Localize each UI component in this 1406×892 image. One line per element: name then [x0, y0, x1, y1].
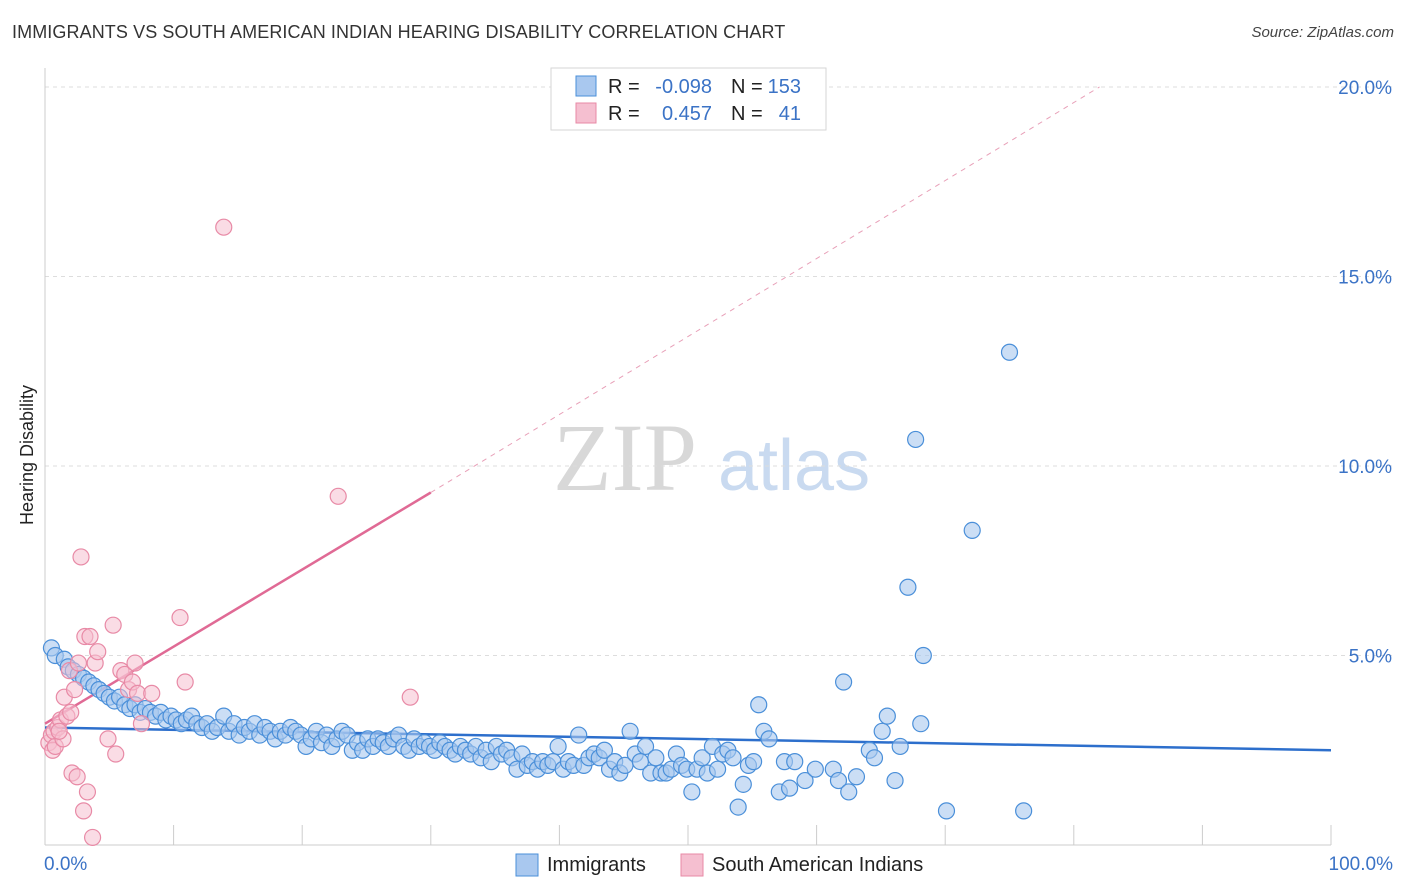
point-south-american-indians-14 — [68, 768, 86, 786]
point-south-american-indians-35 — [171, 608, 189, 627]
point-immigrants-150 — [847, 768, 866, 786]
series-legend-swatch-south-american-indians — [680, 853, 704, 877]
series-legend: Immigrants South American Indians — [515, 853, 923, 877]
south-american-indians-points — [40, 218, 419, 847]
point-south-american-indians-11 — [62, 703, 80, 721]
point-immigrants-107 — [595, 741, 614, 759]
point-south-american-indians-34 — [143, 684, 161, 702]
point-south-american-indians-39 — [401, 688, 419, 706]
point-south-american-indians-13 — [65, 680, 84, 699]
y-tick-label-0: 5.0% — [1349, 646, 1392, 667]
y-axis-title: Hearing Disability — [17, 385, 37, 525]
point-south-american-indians-24 — [99, 730, 117, 748]
trend-line-extension-south-american-indians — [430, 86, 1100, 493]
point-immigrants-159 — [914, 646, 932, 665]
grid-lines — [45, 86, 1392, 656]
series-legend-label-immigrants: Immigrants — [547, 854, 646, 876]
point-south-american-indians-15 — [69, 654, 88, 672]
y-tick-label-2: 15.0% — [1338, 267, 1392, 288]
watermark-zip: ZIP — [553, 404, 697, 511]
legend-r-label-south-american-indians: R = — [608, 103, 640, 125]
point-immigrants-133 — [729, 798, 747, 816]
point-immigrants-158 — [907, 430, 925, 449]
point-south-american-indians-19 — [78, 783, 97, 801]
point-south-american-indians-20 — [81, 627, 99, 646]
point-immigrants-147 — [829, 771, 848, 790]
source-label: Source: ZipAtlas.com — [1251, 24, 1394, 41]
point-immigrants-154 — [878, 707, 896, 725]
legend-r-label-immigrants: R = — [608, 76, 640, 98]
point-south-american-indians-26 — [107, 745, 125, 763]
x-tick-label-min: 0.0% — [44, 854, 87, 875]
point-immigrants-144 — [796, 771, 814, 790]
legend-n-label-south-american-indians: N = — [731, 103, 763, 125]
immigrants-points — [42, 343, 1033, 820]
y-tick-label-3: 20.0% — [1338, 78, 1392, 99]
x-ticks — [44, 825, 1332, 845]
stats-legend-box — [550, 67, 827, 131]
point-immigrants-153 — [873, 722, 891, 740]
point-immigrants-160 — [912, 715, 930, 733]
point-immigrants-157 — [899, 578, 917, 596]
legend-swatch-south-american-indians — [575, 102, 597, 124]
legend-n-label-immigrants: N = — [731, 76, 763, 98]
legend-n-value-south-american-indians: 41 — [779, 103, 801, 125]
point-immigrants-132 — [724, 749, 742, 767]
point-south-american-indians-36 — [176, 673, 194, 691]
point-immigrants-124 — [683, 783, 701, 801]
point-immigrants-137 — [750, 696, 768, 714]
point-south-american-indians-33 — [132, 715, 151, 733]
y-tick-label-1: 10.0% — [1338, 457, 1392, 478]
point-immigrants-164 — [1015, 802, 1033, 820]
series-legend-swatch-immigrants — [515, 853, 539, 877]
legend-n-value-immigrants: 153 — [768, 76, 801, 98]
point-south-american-indians-17 — [74, 802, 93, 820]
point-south-american-indians-23 — [89, 643, 107, 661]
x-tick-label-max: 100.0% — [1329, 854, 1394, 875]
point-south-american-indians-38 — [329, 487, 347, 505]
y-tick-labels: 5.0% 10.0% 15.0% 20.0% — [1338, 78, 1392, 668]
point-immigrants-156 — [891, 737, 909, 756]
point-south-american-indians-21 — [83, 828, 102, 847]
chart-title: IMMIGRANTS VS SOUTH AMERICAN INDIAN HEAR… — [12, 22, 786, 42]
point-immigrants-139 — [760, 730, 778, 748]
legend-swatch-immigrants — [575, 75, 597, 97]
point-south-american-indians-37 — [215, 218, 233, 236]
point-immigrants-102 — [570, 726, 588, 744]
point-immigrants-162 — [963, 521, 981, 540]
point-immigrants-145 — [806, 760, 824, 778]
point-immigrants-142 — [780, 779, 799, 797]
x-tick-labels: 0.0% 100.0% — [44, 854, 1393, 875]
point-immigrants-126 — [693, 749, 711, 767]
legend-r-value-immigrants: -0.098 — [655, 76, 712, 98]
series-legend-label-south-american-indians: South American Indians — [712, 854, 923, 876]
point-south-american-indians-40 — [50, 722, 68, 740]
point-south-american-indians-25 — [104, 616, 122, 634]
legend-r-value-south-american-indians: 0.457 — [662, 103, 712, 125]
point-immigrants-149 — [840, 783, 858, 801]
point-immigrants-117 — [647, 749, 665, 767]
trend-line-south-american-indians — [44, 491, 432, 725]
point-immigrants-161 — [937, 802, 956, 820]
point-immigrants-98 — [549, 737, 567, 756]
point-immigrants-163 — [1000, 343, 1019, 361]
point-immigrants-115 — [636, 737, 655, 756]
point-immigrants-152 — [865, 749, 884, 767]
point-immigrants-136 — [744, 753, 763, 771]
point-immigrants-134 — [734, 775, 752, 793]
point-immigrants-112 — [621, 722, 639, 740]
point-immigrants-129 — [708, 760, 727, 778]
point-immigrants-155 — [886, 771, 904, 790]
watermark: ZIP atlas — [553, 404, 870, 511]
point-south-american-indians-31 — [126, 654, 144, 672]
point-immigrants-143 — [786, 753, 804, 771]
point-immigrants-148 — [835, 673, 853, 691]
point-south-american-indians-16 — [72, 548, 90, 566]
stats-legend: R = -0.098 N = 153 R = 0.457 N = 41 — [550, 67, 827, 131]
